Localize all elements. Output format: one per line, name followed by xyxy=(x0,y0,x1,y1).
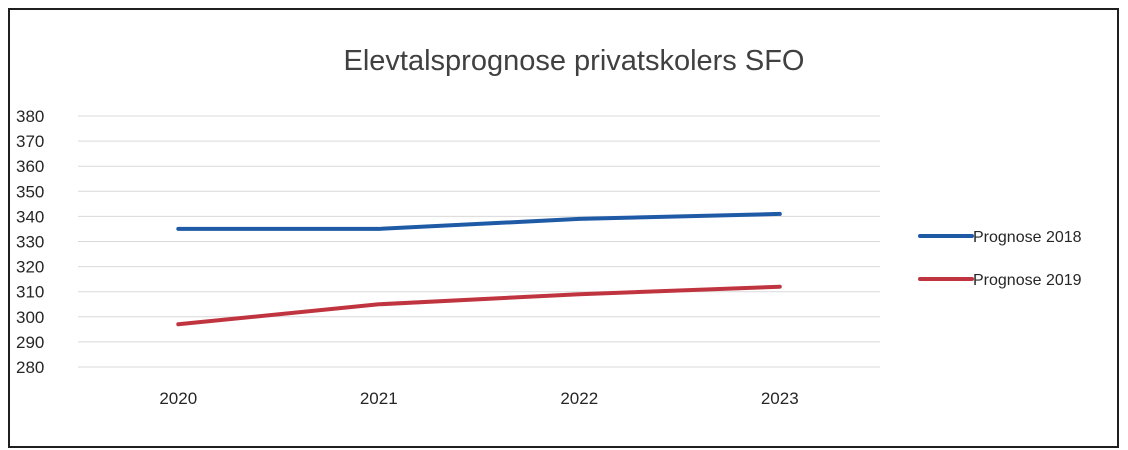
series-line-2 xyxy=(178,287,780,325)
x-tick-label: 2022 xyxy=(560,389,598,408)
chart-container: Elevtalsprognose privatskolers SFO 380 37… xyxy=(8,8,1119,448)
line-chart: Elevtalsprognose privatskolers SFO 380 37… xyxy=(10,10,1121,450)
y-tick-label: 320 xyxy=(16,258,44,277)
y-tick-label: 380 xyxy=(16,107,44,126)
gridlines xyxy=(78,116,880,367)
chart-title: Elevtalsprognose privatskolers SFO xyxy=(344,45,805,77)
y-tick-label: 330 xyxy=(16,233,44,252)
legend-label: Prognose 2019 xyxy=(973,272,1082,289)
series-lines xyxy=(178,214,780,324)
x-tick-label: 2023 xyxy=(761,389,799,408)
x-tick-label: 2020 xyxy=(159,389,197,408)
legend-label: Prognose 2018 xyxy=(973,229,1082,246)
y-tick-label: 290 xyxy=(16,333,44,352)
y-tick-label: 360 xyxy=(16,157,44,176)
y-tick-label: 340 xyxy=(16,207,44,226)
x-tick-label: 2021 xyxy=(360,389,398,408)
y-tick-label: 350 xyxy=(16,182,44,201)
y-tick-label: 310 xyxy=(16,283,44,302)
y-axis-ticks: 380 370 360 350 340 330 320 310 300 290 280 xyxy=(16,107,44,377)
x-axis-ticks: 2020 2021 2022 2023 xyxy=(159,389,798,408)
y-tick-label: 280 xyxy=(16,358,44,377)
y-tick-label: 370 xyxy=(16,132,44,151)
legend: Prognose 2018 Prognose 2019 xyxy=(920,229,1082,289)
y-tick-label: 300 xyxy=(16,308,44,327)
